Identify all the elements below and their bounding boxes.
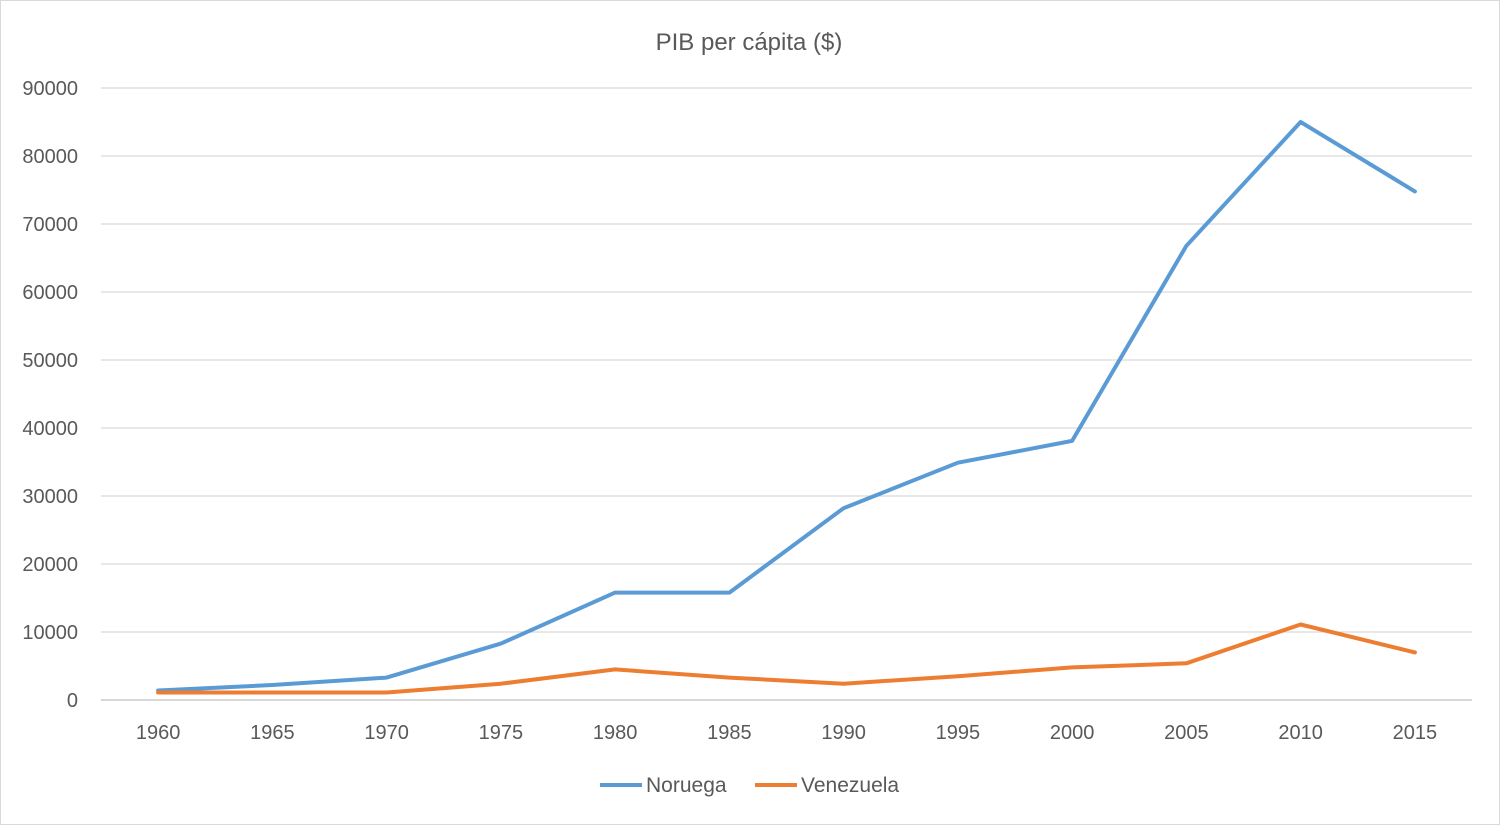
x-tick-label: 1965 xyxy=(250,722,295,744)
legend-label: Noruega xyxy=(646,774,727,797)
data-point xyxy=(1300,121,1302,123)
data-point xyxy=(500,683,502,685)
data-point xyxy=(728,592,730,594)
data-point xyxy=(500,643,502,645)
data-point xyxy=(1414,190,1416,192)
data-point xyxy=(843,507,845,509)
gridlines xyxy=(101,87,1472,701)
data-point xyxy=(1071,440,1073,442)
data-point xyxy=(1300,624,1302,626)
x-axis-ticks: 1960 1965 1970 1975 1980 1985 1990 1995 2000 2005… xyxy=(136,722,1437,744)
data-point xyxy=(386,677,388,679)
x-tick-label: 1985 xyxy=(707,722,752,744)
x-tick-label: 2005 xyxy=(1164,722,1209,744)
y-tick-label: 20000 xyxy=(22,554,78,576)
legend-label: Venezuela xyxy=(801,774,899,797)
x-tick-label: 1960 xyxy=(136,722,181,744)
y-tick-label: 40000 xyxy=(22,418,78,440)
data-point xyxy=(386,692,388,694)
x-tick-label: 2010 xyxy=(1278,722,1323,744)
y-tick-label: 0 xyxy=(67,690,78,712)
data-point xyxy=(271,692,273,694)
x-tick-label: 2000 xyxy=(1050,722,1095,744)
x-tick-label: 1990 xyxy=(821,722,866,744)
y-tick-label: 80000 xyxy=(22,146,78,168)
y-tick-label: 60000 xyxy=(22,282,78,304)
y-tick-label: 90000 xyxy=(22,78,78,100)
y-tick-label: 70000 xyxy=(22,214,78,236)
y-tick-label: 50000 xyxy=(22,350,78,372)
y-axis-ticks: 0 10000 20000 30000 40000 50000 60000 70000 8000… xyxy=(22,78,78,712)
data-point xyxy=(1185,245,1187,247)
data-point xyxy=(157,692,159,694)
x-tick-label: 1975 xyxy=(479,722,524,744)
x-tick-label: 2015 xyxy=(1393,722,1438,744)
data-point xyxy=(271,684,273,686)
data-point xyxy=(957,462,959,464)
chart-title: PIB per cápita ($) xyxy=(656,29,843,56)
series-lines xyxy=(156,120,1417,695)
data-point xyxy=(1071,666,1073,668)
data-point xyxy=(1185,662,1187,664)
data-point xyxy=(728,677,730,679)
data-point xyxy=(843,683,845,685)
data-point xyxy=(614,668,616,670)
x-tick-label: 1970 xyxy=(364,722,409,744)
data-point xyxy=(614,592,616,594)
series-line-venezuela xyxy=(156,622,1417,695)
y-tick-label: 30000 xyxy=(22,486,78,508)
y-tick-label: 10000 xyxy=(22,622,78,644)
data-point xyxy=(1414,651,1416,653)
series-line-noruega xyxy=(156,120,1417,693)
data-point xyxy=(957,675,959,677)
legend: Noruega Venezuela xyxy=(600,774,899,797)
x-tick-label: 1980 xyxy=(593,722,638,744)
x-tick-label: 1995 xyxy=(936,722,981,744)
